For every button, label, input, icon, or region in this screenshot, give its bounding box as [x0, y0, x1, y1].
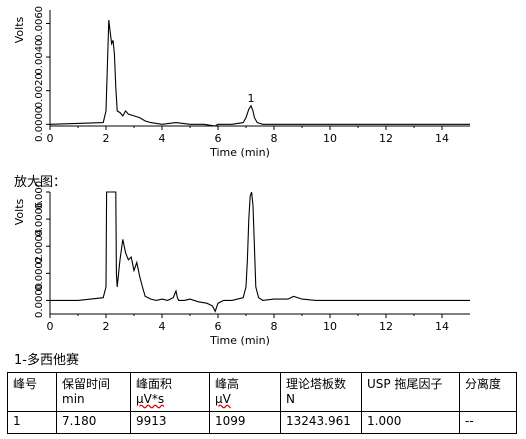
main-x-axis-label: Time (min) [209, 146, 270, 159]
zoom-x-axis-label: Time (min) [209, 334, 270, 347]
zoom-x-tick-label: 2 [103, 320, 110, 333]
cell-peak-no: 1 [7, 411, 57, 434]
zoom-x-tick-label: 4 [159, 320, 166, 333]
header-peak-area: 峰面积 μV*s [130, 372, 210, 412]
zoom-y-tick-label: 0.0000 [34, 283, 45, 318]
main-y-axis-label: Volts [13, 16, 26, 43]
zoom-y-tick-label: 0.0006 [34, 202, 45, 237]
zoom-x-tick-label: 14 [435, 320, 449, 333]
zoom-x-tick-label: 0 [47, 320, 54, 333]
cell-plate-count: 13243.961 [280, 411, 362, 434]
cell-resolution: -- [459, 411, 517, 434]
main-y-tick-label: 0.0040 [34, 40, 45, 75]
main-x-tick-label: 0 [47, 132, 54, 145]
header-retention-time: 保留时间 min [56, 372, 131, 412]
compound-label: 1-多西他赛 [14, 353, 79, 368]
main-y-tick-label: 0.0000 [34, 107, 45, 142]
zoom-label: 放大图： [14, 175, 67, 190]
main-x-tick-label: 4 [159, 132, 166, 145]
table-header-row: 峰号 保留时间 min 峰面积 μV*s 峰高 μV 理论塔板数 N USP 拖尾因子 … [7, 372, 517, 412]
cell-retention-time: 7.180 [56, 411, 131, 434]
header-tailing-factor: USP 拖尾因子 [361, 372, 460, 412]
zoom-x-tick-label: 8 [271, 320, 278, 333]
zoom-x-tick-label: 12 [379, 320, 393, 333]
zoom-x-tick-label: 6 [215, 320, 222, 333]
header-plate-count: 理论塔板数 N [280, 372, 362, 412]
cell-peak-area: 9913 [130, 411, 210, 434]
zoom-trace [50, 191, 470, 313]
main-x-tick-label: 2 [103, 132, 110, 145]
header-resolution: 分离度 [459, 372, 517, 412]
header-peak-no: 峰号 [7, 372, 57, 412]
main-trace [49, 20, 470, 127]
main-y-tick-label: 0.0060 [34, 6, 45, 41]
zoom-y-tick-label: 0.0004 [34, 229, 45, 264]
main-peak-label: 1 [248, 92, 255, 105]
header-peak-height: 峰高 μV [209, 372, 281, 412]
main-x-tick-label: 10 [323, 132, 337, 145]
zoom-y-axis-label: Volts [13, 198, 26, 225]
cell-tailing-factor: 1.000 [361, 411, 460, 434]
results-table: 峰号 保留时间 min 峰面积 μV*s 峰高 μV 理论塔板数 N USP 拖尾因子 … [7, 372, 517, 434]
main-x-tick-label: 8 [271, 132, 278, 145]
main-y-tick-label: 0.0020 [34, 73, 45, 108]
main-x-tick-label: 14 [435, 132, 449, 145]
zoom-y-tick-label: 0.0008 [34, 180, 45, 210]
zoom-x-tick-label: 10 [323, 320, 337, 333]
main-x-tick-label: 6 [215, 132, 222, 145]
cell-peak-height: 1099 [209, 411, 281, 434]
main-x-tick-label: 12 [379, 132, 393, 145]
zoom-y-tick-label: 0.0002 [34, 256, 45, 291]
table-row: 1 7.180 9913 1099 13243.961 1.000 -- [7, 411, 517, 434]
chromatogram-zoom: 0 2 4 6 8 10 12 14 0.00000.00020.00040.00060.000… [13, 180, 470, 347]
